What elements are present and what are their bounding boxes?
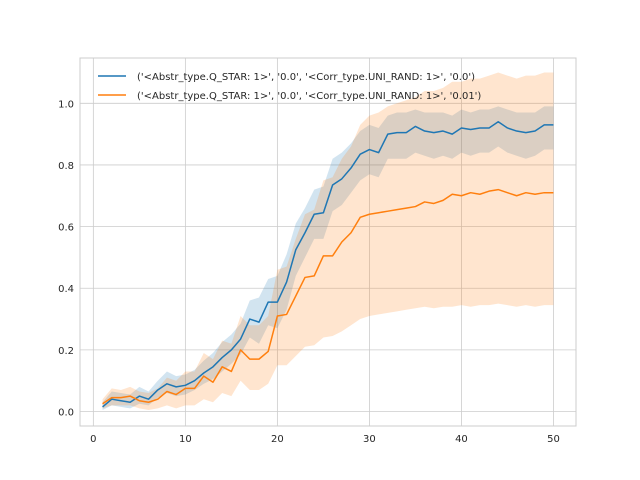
legend-label-0: ('<Abstr_type.Q_STAR: 1>', '0.0', '<Corr… (137, 72, 475, 83)
plot-area: 0 10 20 30 40 50 0.0 0.2 0.4 0.6 0.8 1.0 ('<Abstr_ty… (58, 57, 577, 445)
y-tick-label-5: 1.0 (58, 99, 74, 110)
legend-label-1: ('<Abstr_type.Q_STAR: 1>', '0.0', '<Corr… (137, 91, 481, 102)
x-tick-label-5: 50 (547, 434, 560, 445)
y-tick-label-0: 0.0 (58, 408, 74, 419)
x-tick-label-3: 30 (363, 434, 376, 445)
legend: ('<Abstr_type.Q_STAR: 1>', '0.0', '<Corr… (98, 72, 481, 102)
x-tick-label-1: 10 (179, 434, 192, 445)
axes-background (80, 58, 576, 426)
y-tick-label-4: 0.8 (58, 161, 74, 172)
y-tick-label-3: 0.6 (58, 223, 74, 234)
y-tick-label-2: 0.4 (58, 284, 74, 295)
series-1-line (102, 188, 554, 405)
series-0-band (102, 106, 554, 410)
series-1-band (102, 72, 554, 410)
x-tick-label-0: 0 (90, 434, 96, 445)
data-group (102, 72, 554, 410)
x-tick-label-2: 20 (271, 434, 284, 445)
axes-frame (79, 57, 577, 427)
y-tick-label-1: 0.2 (58, 346, 74, 357)
x-tick-label-4: 40 (455, 434, 468, 445)
series-0-line (102, 121, 554, 408)
